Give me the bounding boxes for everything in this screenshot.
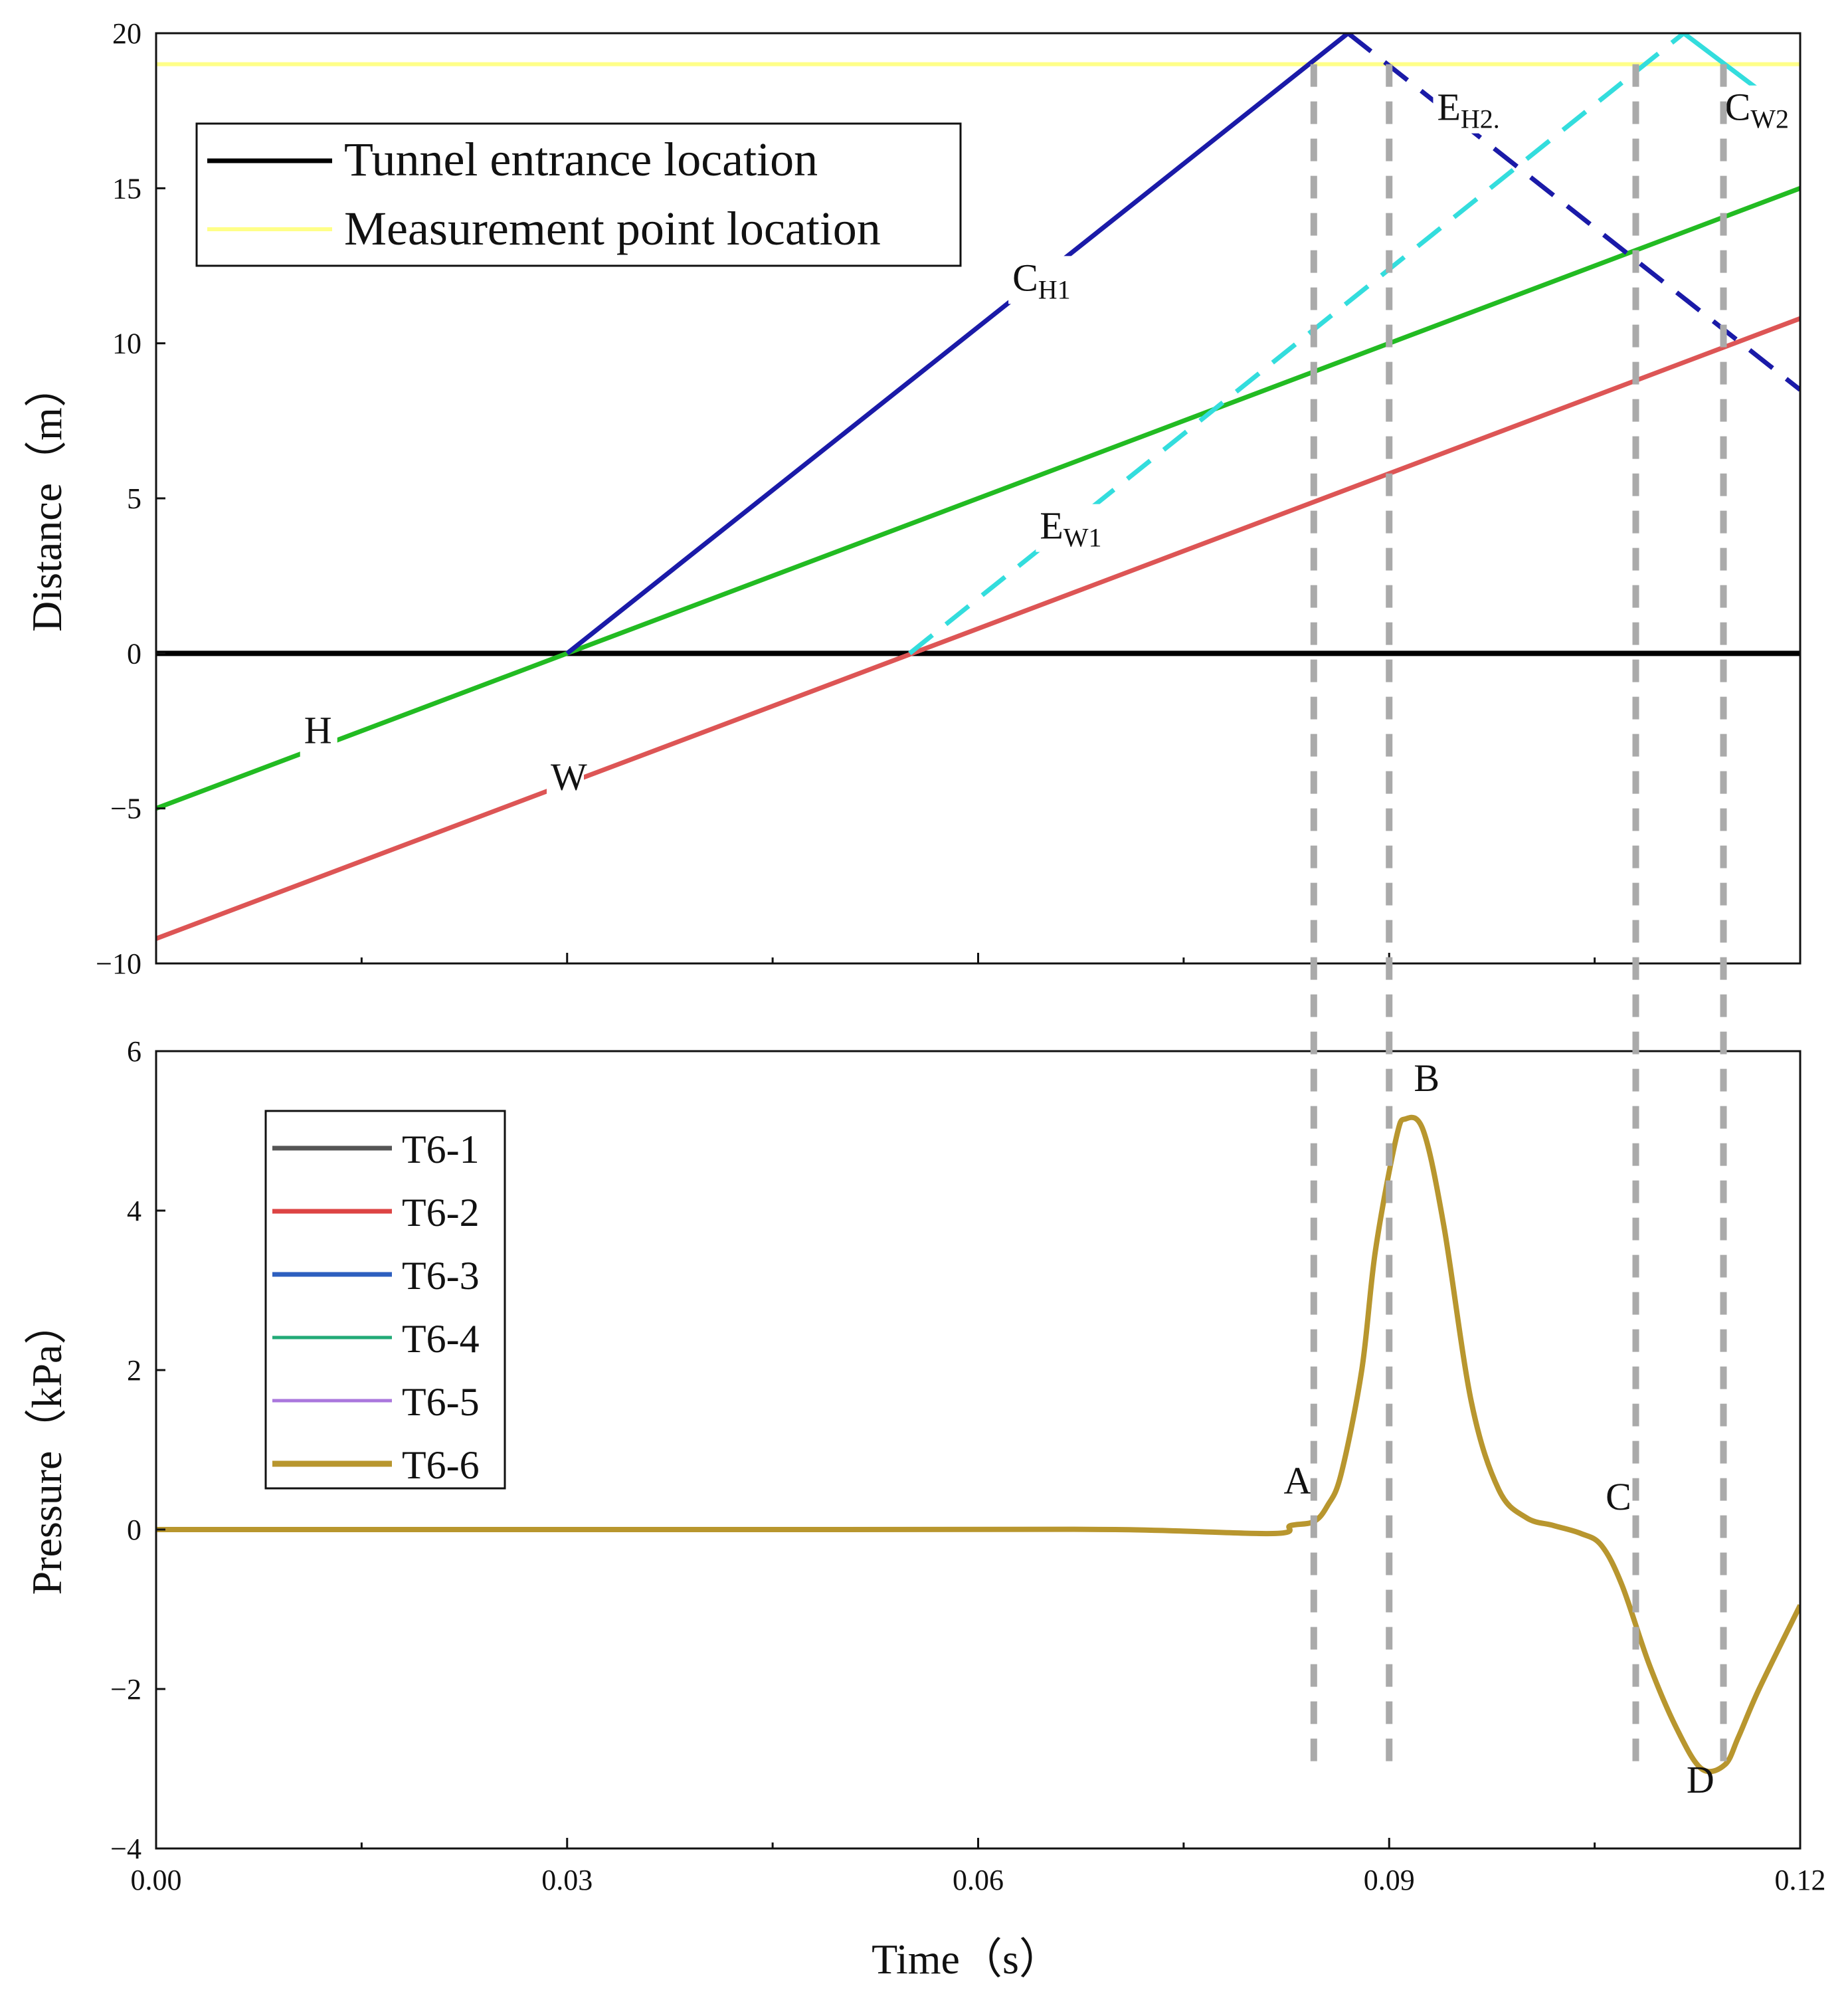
point-label-a: A bbox=[1283, 1459, 1311, 1502]
point-label-c: C bbox=[1606, 1475, 1631, 1518]
time-x-tick-label: 0.00 bbox=[131, 1864, 182, 1896]
annotation-bg bbox=[1720, 85, 1789, 134]
pressure-y-tick-label: 0 bbox=[127, 1514, 141, 1546]
distance-y-tick-label: −10 bbox=[96, 947, 141, 980]
annotation-label-h: H bbox=[304, 709, 332, 752]
time-x-tick-label: 0.06 bbox=[953, 1864, 1004, 1896]
pressure-legend: T6-1 T6-2 T6-3 T6-4 T6-5 T6-6 bbox=[264, 1110, 506, 1490]
annotation-bg bbox=[1036, 504, 1104, 552]
legend-label-t6-1: T6-1 bbox=[402, 1128, 480, 1171]
annotation-bg bbox=[1008, 256, 1077, 304]
pressure-legend-box bbox=[264, 1110, 506, 1490]
annotation-bg bbox=[547, 755, 584, 803]
pressure-y-tick-label: 2 bbox=[127, 1354, 141, 1387]
legend-label-tunnel: Tunnel entrance location bbox=[344, 133, 818, 186]
series-line-t6-6 bbox=[156, 1114, 1800, 1775]
series-line-w bbox=[156, 316, 1800, 941]
time-x-tick-label: 0.09 bbox=[1364, 1864, 1415, 1896]
distance-y-tick-label: 10 bbox=[112, 328, 141, 360]
pressure-y-tick-label: −2 bbox=[110, 1673, 141, 1706]
annotation-bg bbox=[1433, 85, 1517, 134]
series-line-e-w1 bbox=[908, 33, 1685, 656]
annotation-label-w: W bbox=[551, 755, 587, 799]
pressure-y-tick-label: 4 bbox=[127, 1195, 141, 1227]
pressure-chart: −4 −2 0 2 4 6 0.00 0.03 0.06 0.09 0.12 A B C D Press… bbox=[23, 1035, 1826, 1983]
distance-y-axis-label: Distance（m） bbox=[23, 365, 70, 632]
legend-label-t6-3: T6-3 bbox=[402, 1254, 480, 1298]
distance-y-tick-label: 20 bbox=[112, 17, 141, 50]
legend-label-t6-2: T6-2 bbox=[402, 1191, 480, 1235]
legend-label-t6-4: T6-4 bbox=[402, 1317, 480, 1361]
distance-y-tick-label: 5 bbox=[127, 482, 141, 515]
distance-y-tick-label: 0 bbox=[127, 637, 141, 670]
distance-legend-box bbox=[195, 122, 962, 267]
series-line-c-h1 bbox=[565, 33, 1350, 656]
series-line-h bbox=[156, 186, 1800, 811]
point-label-d: D bbox=[1687, 1758, 1714, 1801]
legend-label-t6-6: T6-6 bbox=[402, 1443, 480, 1487]
time-x-axis-label: Time（s） bbox=[872, 1936, 1062, 1983]
distance-y-tick-label: −5 bbox=[110, 793, 141, 825]
annotation-bg bbox=[300, 708, 337, 757]
pressure-y-tick-label: 6 bbox=[127, 1035, 141, 1068]
time-x-tick-label: 0.03 bbox=[541, 1864, 593, 1896]
legend-label-measurement: Measurement point location bbox=[344, 202, 881, 255]
point-label-b: B bbox=[1414, 1056, 1439, 1100]
legend-label-t6-5: T6-5 bbox=[402, 1380, 480, 1424]
time-x-tick-label: 0.12 bbox=[1775, 1864, 1826, 1896]
pressure-y-axis-label: Pressure（kPa） bbox=[23, 1302, 70, 1595]
distance-y-tick-label: 15 bbox=[112, 172, 141, 205]
pressure-y-tick-label: −4 bbox=[110, 1833, 141, 1865]
distance-legend: Tunnel entrance location Measurement poi… bbox=[195, 122, 962, 267]
